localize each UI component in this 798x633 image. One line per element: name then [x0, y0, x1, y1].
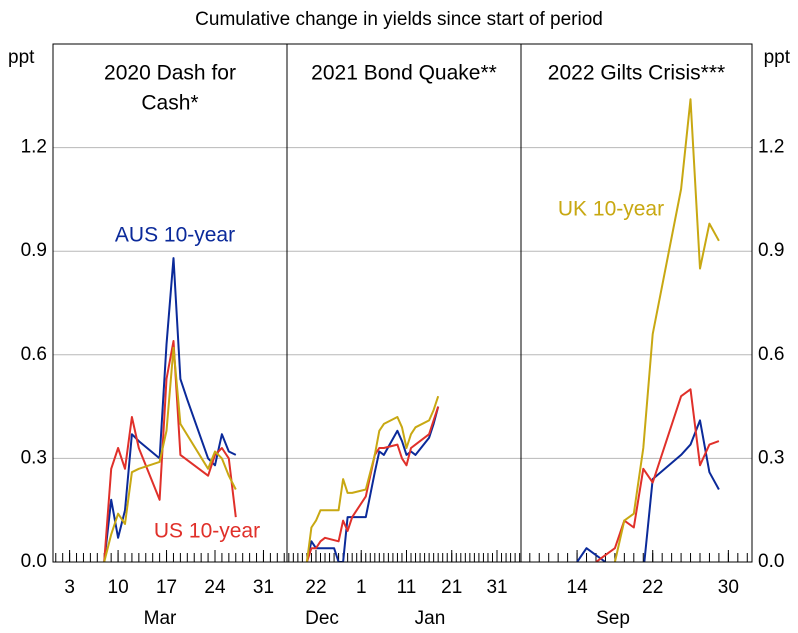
panel-title: 2020 Dash for	[104, 62, 236, 85]
plot-frame	[52, 43, 753, 563]
panel-title: 2021 Bond Quake**	[311, 62, 497, 85]
x-tick-label: 10	[108, 577, 129, 598]
y-axis-label-left: ppt	[8, 47, 35, 68]
x-tick-label: 31	[486, 577, 507, 598]
x-tick-label: 17	[156, 577, 177, 598]
month-label: Jan	[415, 608, 446, 629]
x-tick-label: 21	[441, 577, 462, 598]
y-tick-label-right: 0.9	[758, 240, 784, 261]
y-tick-label-right: 0.0	[758, 551, 784, 572]
x-tick-label: 3	[64, 577, 75, 598]
line-series	[595, 388, 720, 562]
y-tick-label-right: 1.2	[758, 137, 784, 158]
line-series	[103, 346, 237, 562]
x-tick-label: 14	[567, 577, 589, 598]
y-tick-label: 1.2	[21, 137, 47, 158]
month-label: Dec	[305, 608, 339, 629]
line-series	[305, 406, 440, 562]
x-tick-label: 22	[642, 577, 663, 598]
series-label: US 10-year	[154, 520, 260, 543]
chart-title: Cumulative change in yields since start …	[195, 9, 603, 30]
x-tick-label: 11	[397, 577, 417, 598]
x-tick-label: 30	[718, 577, 739, 598]
x-tick-label: 22	[305, 577, 326, 598]
y-tick-label: 0.9	[21, 240, 47, 261]
y-tick-label: 0.0	[21, 551, 47, 572]
panel-title: 2022 Gilts Crisis***	[548, 62, 725, 85]
line-series	[305, 395, 440, 562]
line-series	[613, 98, 720, 562]
line-series	[576, 419, 720, 562]
y-tick-label: 0.6	[21, 344, 47, 365]
line-series	[103, 340, 237, 562]
x-tick-label: 31	[253, 577, 274, 598]
y-tick-label-right: 0.6	[758, 344, 784, 365]
x-tick-label: 24	[204, 577, 226, 598]
line-series	[103, 257, 237, 562]
y-tick-label-right: 0.3	[758, 447, 784, 468]
month-label: Sep	[596, 608, 630, 629]
x-tick-label: 1	[356, 577, 367, 598]
y-tick-label: 0.3	[21, 447, 47, 468]
month-label: Mar	[144, 608, 177, 629]
panel-title: Cash*	[141, 92, 198, 115]
y-axis-label-right: ppt	[764, 47, 791, 68]
series-label: UK 10-year	[558, 198, 664, 221]
series-label: AUS 10-year	[115, 224, 235, 247]
